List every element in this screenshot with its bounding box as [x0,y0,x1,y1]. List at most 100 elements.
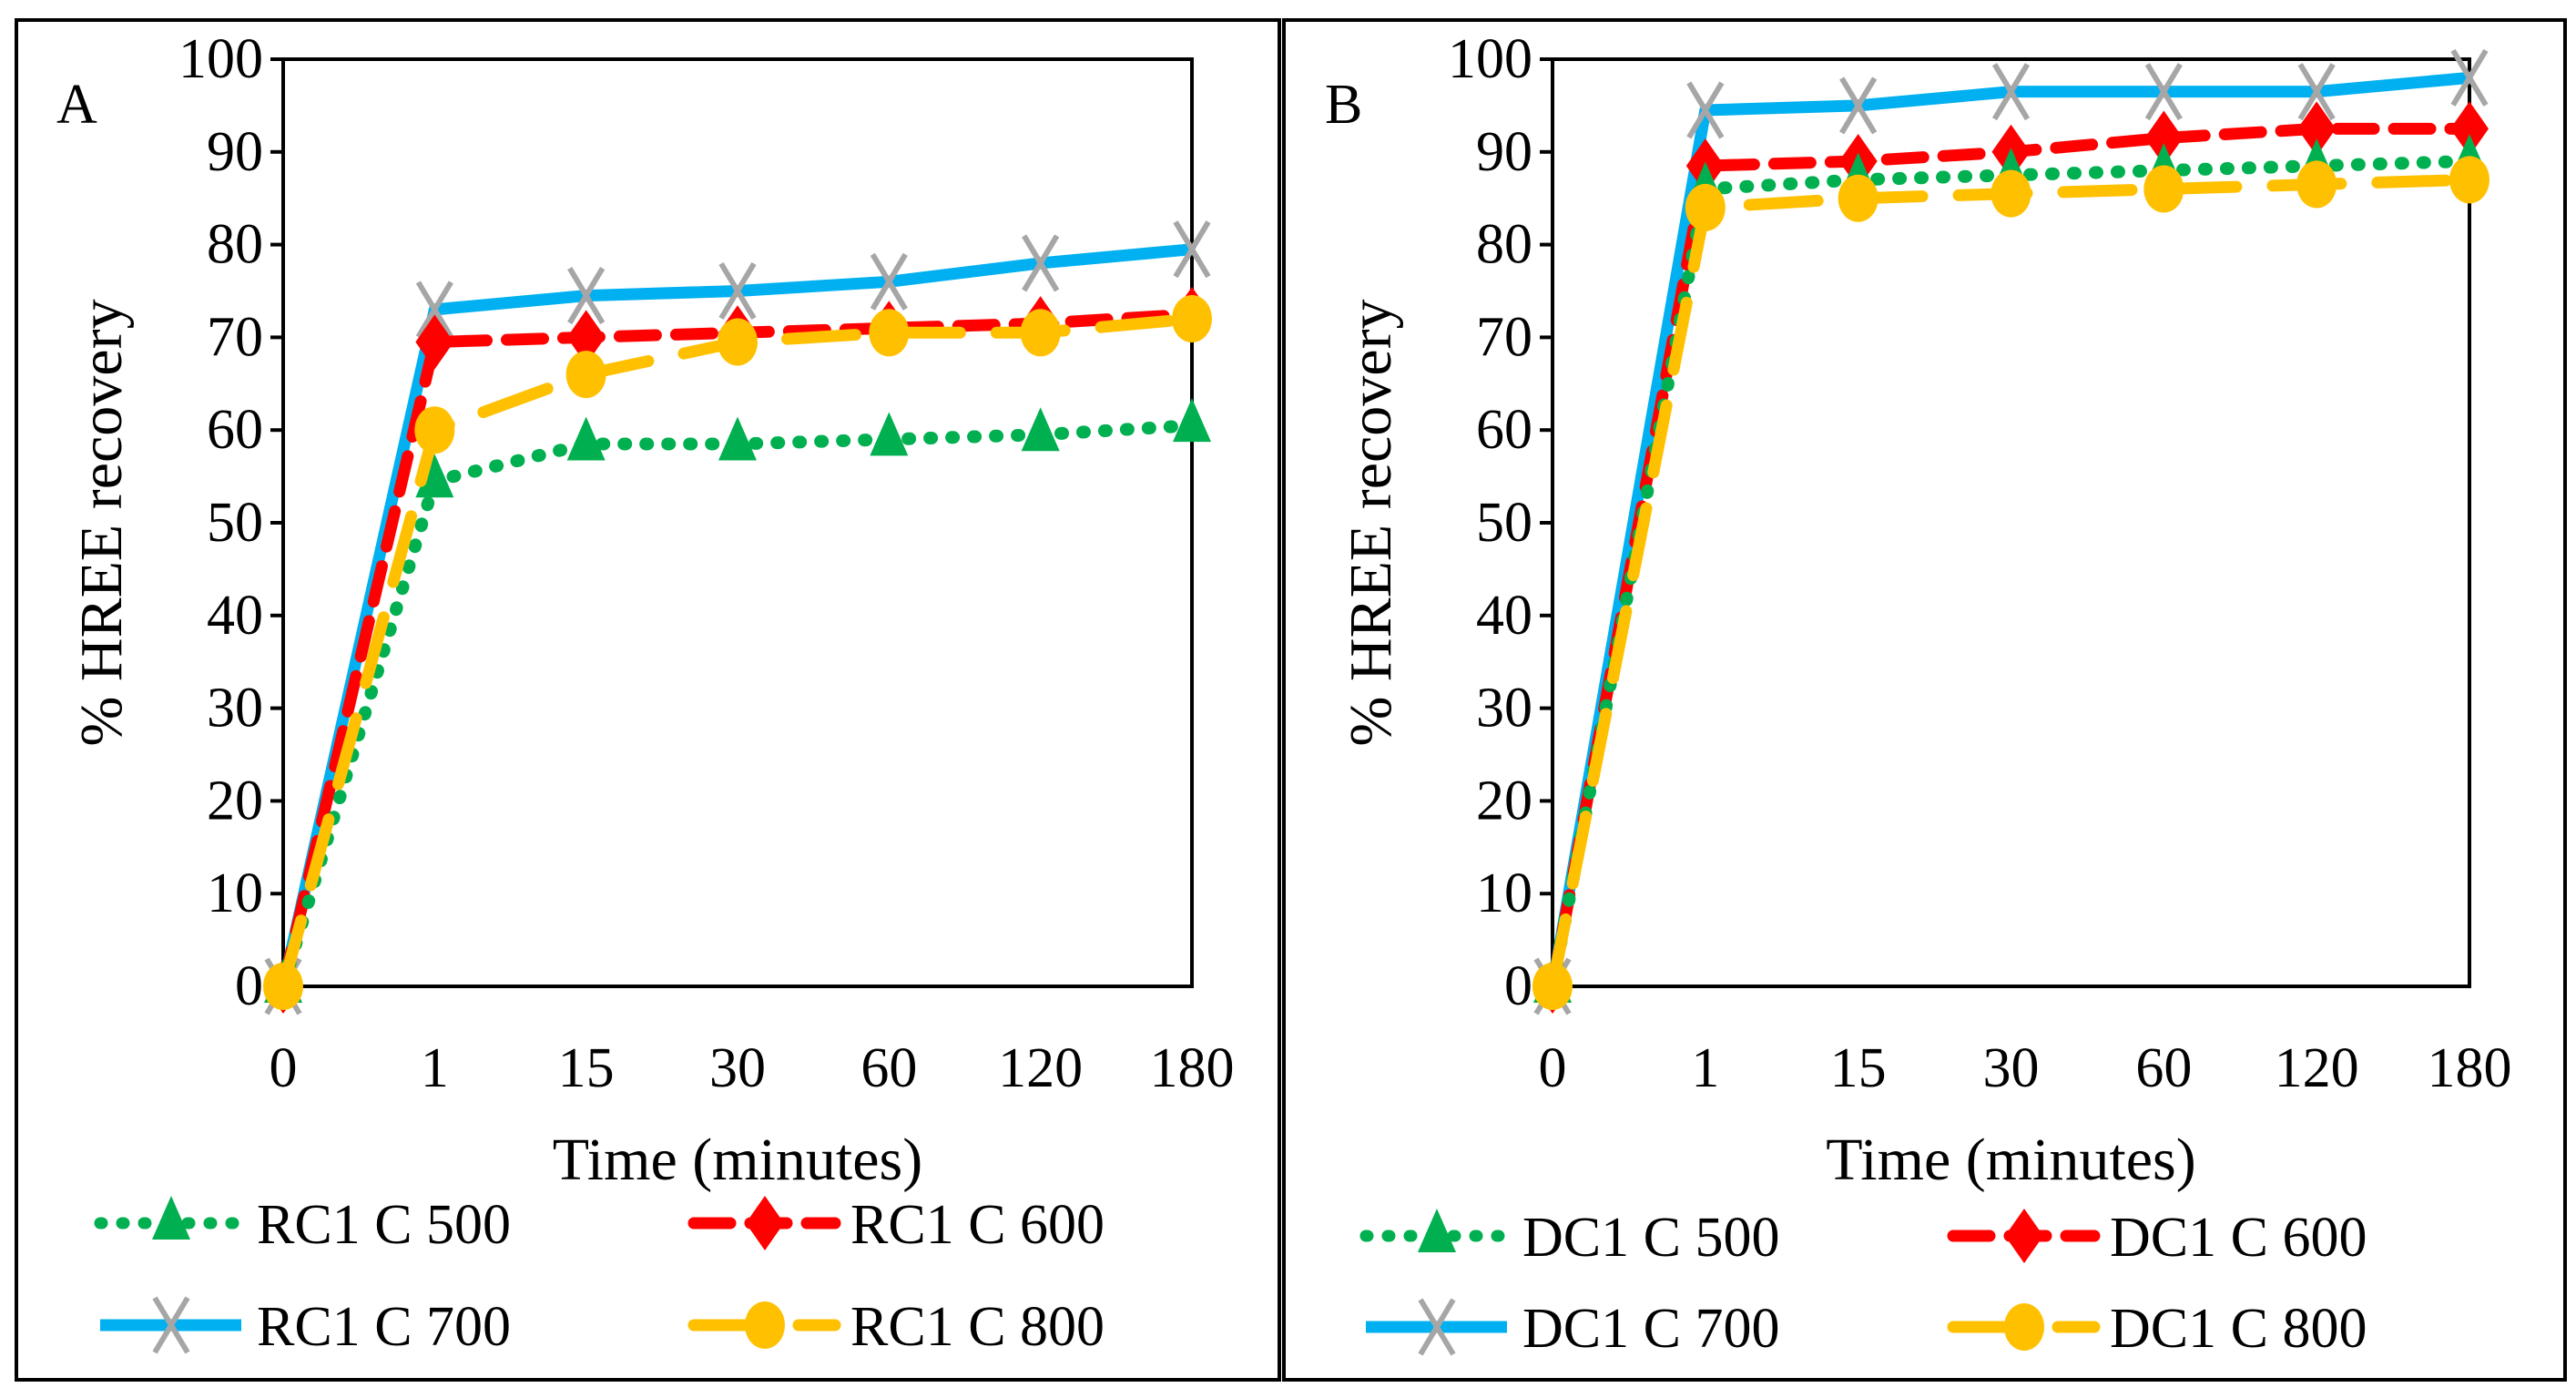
legend-label: RC1 C 600 [850,1194,1105,1256]
y-tick-label: 0 [1504,955,1532,1017]
legend-label: DC1 C 500 [1522,1207,1779,1269]
legend-marker-icon [152,1196,190,1240]
legend-label: RC1 C 700 [257,1296,511,1358]
y-tick-label: 60 [1476,399,1532,461]
chart-panel-b: B 0 10 20 30 40 50 60 70 80 90 100 0 1 15 30 60 120 180 Tim… [1282,18,2567,1382]
data-point [263,963,303,1010]
data-point [2144,110,2184,166]
y-tick-label: 50 [207,492,263,554]
y-axis-title: % HREE recovery [68,299,135,746]
y-tick-label: 100 [1448,28,1532,90]
y-tick-label: 80 [207,214,263,276]
x-axis-title: Time (minutes) [553,1127,922,1193]
data-point [2297,101,2337,157]
panel-label: A [56,74,97,136]
series-rc1-c-500 [264,398,1211,1003]
y-tick-label: 70 [207,306,263,368]
panel-border [1282,18,2567,1382]
series-rc1-c-800 [263,295,1212,1010]
x-tick-label: 0 [270,1037,298,1099]
data-point [2450,48,2489,107]
data-point [1991,63,2031,121]
y-tick-label: 70 [1476,306,1532,368]
legend-label: RC1 C 800 [850,1296,1105,1358]
data-point [565,351,606,399]
data-point [1022,234,1060,292]
x-tick-label: 60 [2135,1037,2192,1099]
y-tick-label: 50 [1476,492,1532,554]
legend-marker-icon [1418,1209,1456,1252]
legend-item: DC1 C 800 [1947,1298,2367,1360]
panel-label: B [1325,74,1362,136]
data-point [1685,183,1726,231]
chart-panel-a: A 0 10 20 30 40 50 60 70 80 90 100 0 1 15 30 60 120 180 Tim… [15,18,1281,1382]
legend-item: RC1 C 800 [687,1296,1105,1358]
x-tick-label: 30 [1983,1037,2040,1099]
legend-marker-icon [746,1196,784,1250]
x-tick-label: 30 [709,1037,766,1099]
legend-label: RC1 C 500 [257,1194,511,1256]
y-tick-label: 90 [1476,121,1532,183]
data-point [414,406,455,454]
x-tick-label: 15 [558,1037,615,1099]
data-point [1838,174,1879,222]
x-axis-title: Time (minutes) [1826,1127,2195,1193]
legend-item: RC1 C 700 [100,1296,511,1358]
y-tick-label: 20 [207,770,263,832]
x-tick-label: 180 [1150,1037,1235,1099]
data-point [566,310,606,365]
y-tick-label: 30 [1476,678,1532,740]
panel-border [15,18,1281,1382]
y-tick-label: 100 [178,28,263,90]
legend-item: DC1 C 500 [1359,1207,1779,1269]
data-point [2144,63,2183,121]
data-point [415,314,454,370]
data-point [2297,63,2336,121]
y-tick-label: 60 [207,399,263,461]
data-point [718,261,757,321]
x-tick-label: 0 [1539,1037,1567,1099]
x-tick-label: 60 [860,1037,917,1099]
x-tick-label: 180 [2428,1037,2512,1099]
legend-item: DC1 C 600 [1947,1207,2367,1269]
data-point [718,318,758,366]
data-point [2450,101,2489,157]
legend-marker-icon [2004,1303,2044,1351]
data-point [1021,407,1060,452]
data-point [1172,295,1212,343]
y-tick-label: 40 [1476,585,1532,647]
data-point [415,281,453,339]
data-point [1839,77,1878,135]
series-line [1546,173,2476,993]
series-line [277,419,1198,993]
data-point [869,309,910,357]
data-point [1532,963,1573,1010]
data-point [870,412,909,456]
data-point [2449,156,2489,204]
data-point [2143,165,2184,213]
x-tick-label: 15 [1830,1037,1887,1099]
data-point [566,416,606,461]
x-tick-label: 1 [1691,1037,1719,1099]
y-tick-label: 90 [207,121,263,183]
y-tick-label: 30 [207,678,263,740]
data-point [1686,81,1725,139]
legend-item: RC1 C 600 [687,1194,1105,1256]
y-tick-label: 20 [1476,770,1532,832]
data-point [2296,160,2337,209]
y-tick-label: 0 [235,955,263,1017]
legend-label: DC1 C 800 [2110,1298,2367,1360]
y-tick-label: 10 [207,862,263,924]
y-tick-label: 10 [1476,862,1532,924]
data-point [1173,220,1211,279]
legend-marker-icon [152,1296,190,1354]
data-point [1991,169,2031,218]
y-tick-label: 80 [1476,214,1532,276]
series-rc1-c-600 [264,286,1211,1014]
legend-label: DC1 C 700 [1522,1298,1779,1360]
data-point [870,252,908,311]
legend-label: DC1 C 600 [2110,1207,2367,1269]
legend-marker-icon [745,1301,785,1349]
data-point [567,267,606,325]
